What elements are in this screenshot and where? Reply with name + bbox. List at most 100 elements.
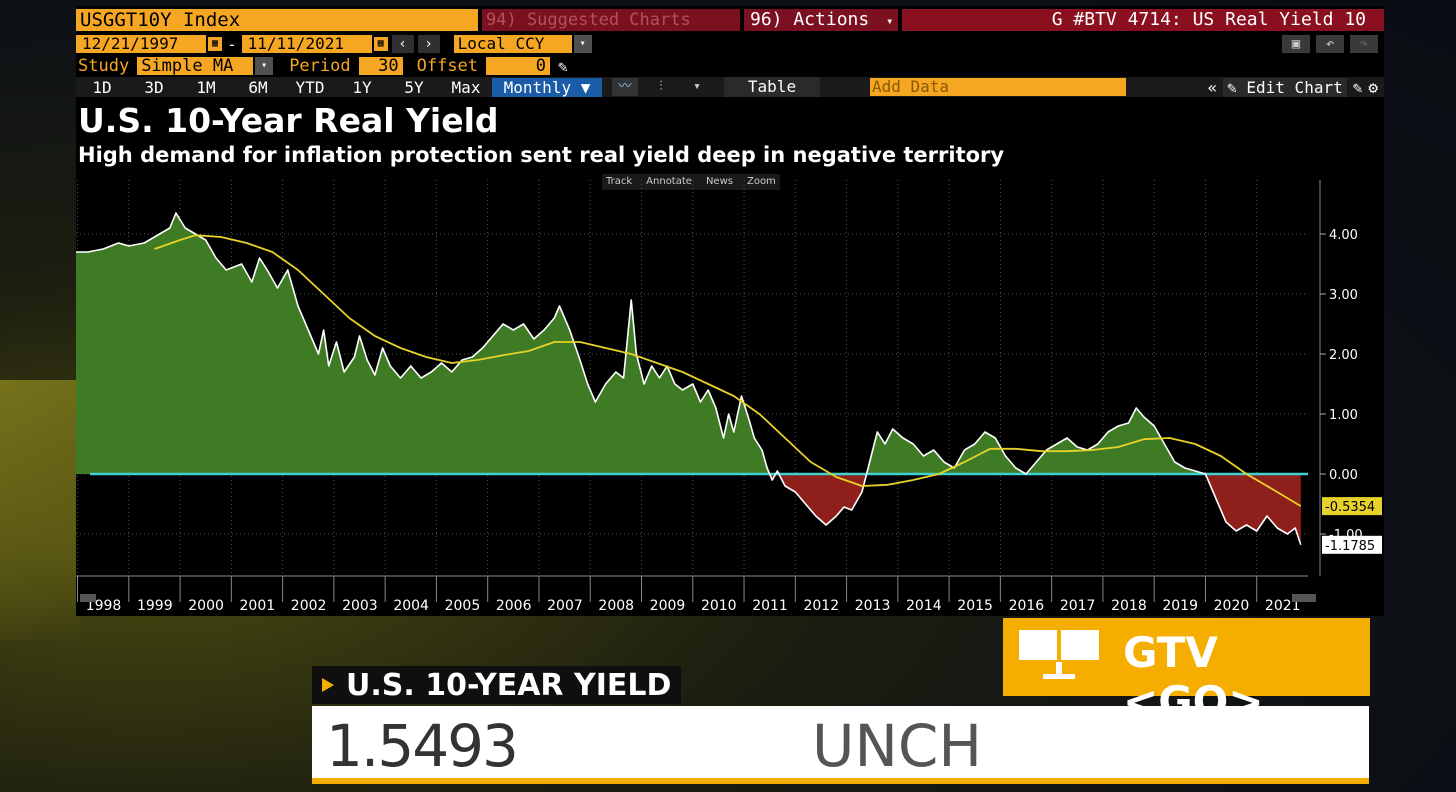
chevron-down-icon[interactable]: ▾ <box>255 57 274 75</box>
end-date-input[interactable]: 11/11/2021 <box>241 35 372 53</box>
gear-icon[interactable]: ⚙ <box>1368 77 1378 97</box>
range-6m[interactable]: 6M <box>248 77 268 97</box>
x-tick-label: 2014 <box>906 598 942 614</box>
undo-icon[interactable]: ↶ <box>1316 35 1344 53</box>
edit-chart-label: Edit Chart <box>1246 77 1343 97</box>
actions-label: 96) Actions <box>750 9 870 30</box>
add-data-input[interactable]: Add Data <box>870 78 1126 96</box>
last-value-ma-label: -0.5354 <box>1325 500 1375 515</box>
y-tick-label: 3.00 <box>1329 288 1358 303</box>
last-value-ma-label-box <box>1322 497 1382 516</box>
x-tick-label: 2008 <box>598 598 634 614</box>
offset-label: Offset <box>416 56 479 76</box>
pencil-icon[interactable]: ✎ <box>558 56 568 76</box>
actions-menu-button[interactable]: 96) Actions ▾ <box>744 9 898 31</box>
table-button[interactable]: Table <box>724 77 820 97</box>
x-tick-label: 2018 <box>1111 598 1147 614</box>
real-yield-chart[interactable]: 1998 1999 2000 2001 2002 2003 2004 2005 2006 2007… <box>76 6 1384 616</box>
currency-select[interactable]: Local CCY <box>453 35 572 53</box>
x-tick-label: 2016 <box>1009 598 1045 614</box>
x-tick-label: 2021 <box>1265 598 1301 614</box>
y-tick-label: 2.00 <box>1329 348 1358 363</box>
x-tick-label: 2007 <box>547 598 583 614</box>
last-value-yield-label-box <box>1322 535 1382 554</box>
toolbar-row-4: 1D 3D 1M 6M YTD 1Y 5Y Max Monthly ▼ 〰 ⫶ … <box>76 77 1384 97</box>
yield-change: UNCH <box>812 712 982 780</box>
range-1y[interactable]: 1Y <box>352 77 372 97</box>
chevron-down-icon[interactable]: ▾ <box>573 35 592 53</box>
period-label: Period <box>289 56 351 76</box>
range-1d[interactable]: 1D <box>92 77 112 97</box>
line-chart-icon[interactable]: 〰 <box>612 78 638 96</box>
scroll-handle-left[interactable] <box>80 594 96 602</box>
range-1m[interactable]: 1M <box>196 77 216 97</box>
x-tick-label: 1999 <box>137 598 173 614</box>
x-tick-label: 2002 <box>291 598 327 614</box>
study-label: Study <box>78 56 130 76</box>
chart-tool-news[interactable]: News <box>705 176 733 187</box>
x-tick-label: 2006 <box>496 598 532 614</box>
start-date-input[interactable]: 12/21/1997 <box>76 35 206 53</box>
lower-third-label-text: U.S. 10-YEAR YIELD <box>346 667 672 703</box>
collapse-icon[interactable]: « <box>1207 77 1218 97</box>
bloomberg-terminal-window: USGGT10Y Index 94) Suggested Charts 96) … <box>76 6 1384 616</box>
range-5y[interactable]: 5Y <box>404 77 424 97</box>
redo-icon[interactable]: ↷ <box>1350 35 1378 53</box>
offset-input[interactable]: 0 <box>486 57 551 75</box>
gtv-go-button[interactable]: GTV <GO> <box>1003 618 1370 726</box>
monitor-icon <box>1019 630 1099 679</box>
toolbar-row-2: 12/21/1997 ▦ - 11/11/2021 ▦ ‹ › Local CC… <box>76 34 1384 54</box>
prev-period-button[interactable]: ‹ <box>391 35 414 53</box>
x-tick-label: 2004 <box>393 598 429 614</box>
play-arrow-icon <box>322 678 334 692</box>
lower-third-label: U.S. 10-YEAR YIELD <box>312 666 682 704</box>
x-tick-label: 2000 <box>188 598 224 614</box>
next-period-button[interactable]: › <box>417 35 440 53</box>
background-streak <box>0 380 80 640</box>
toolbar-row-2-icons: ▣ ↶ ↷ <box>1282 35 1378 53</box>
range-max[interactable]: Max <box>451 77 481 97</box>
scroll-handle-right[interactable] <box>1292 594 1316 602</box>
chevron-down-icon: ▾ <box>886 14 894 28</box>
calendar-icon[interactable]: ▦ <box>373 37 388 51</box>
x-tick-label: 2015 <box>957 598 993 614</box>
chart-tool-annotate[interactable]: Annotate <box>646 176 692 187</box>
x-tick-label: 2019 <box>1162 598 1198 614</box>
chart-title: U.S. 10-Year Real Yield <box>78 101 499 140</box>
study-select[interactable]: Simple MA <box>137 57 254 75</box>
ticker-field[interactable]: USGGT10Y Index <box>76 9 478 31</box>
monitor-icon[interactable]: ▣ <box>1282 35 1310 53</box>
chart-subtitle: High demand for inflation protection sen… <box>78 143 1005 167</box>
edit-chart-button[interactable]: ✎ Edit Chart <box>1223 77 1347 97</box>
suggested-charts-button[interactable]: 94) Suggested Charts <box>482 9 740 31</box>
chart-tool-track[interactable]: Track <box>606 176 633 187</box>
calendar-icon[interactable]: ▦ <box>208 37 222 51</box>
frequency-select[interactable]: Monthly ▼ <box>492 77 602 97</box>
window-title: G #BTV 4714: US Real Yield 10 <box>902 9 1384 31</box>
area-positive <box>76 213 1301 474</box>
chart-tool-zoom[interactable]: Zoom <box>746 176 776 187</box>
x-tick-label: 2005 <box>445 598 481 614</box>
x-tick-label: 2003 <box>342 598 378 614</box>
x-tick-label: 2020 <box>1214 598 1250 614</box>
yield-value: 1.5493 <box>326 712 519 780</box>
range-ytd[interactable]: YTD <box>295 77 325 97</box>
lower-third-value-bar: 1.5493 UNCH <box>312 706 1369 784</box>
y-tick-label: 4.00 <box>1329 228 1358 243</box>
x-tick-label: 2012 <box>803 598 839 614</box>
chevron-down-icon[interactable]: ▾ <box>693 79 701 94</box>
series-line-moving-average <box>154 234 1302 507</box>
date-separator: - <box>227 34 237 54</box>
bar-chart-icon[interactable]: ⫶ <box>659 79 663 94</box>
x-tick-label: 2017 <box>1060 598 1096 614</box>
edit-icon[interactable]: ✎ <box>1352 77 1363 97</box>
period-input[interactable]: 30 <box>358 57 403 75</box>
toolbar-row-4-right: « ✎ Edit Chart ✎ ⚙ <box>1207 77 1384 97</box>
x-tick-label: 2009 <box>650 598 686 614</box>
toolbar-row-1: USGGT10Y Index 94) Suggested Charts 96) … <box>76 8 1384 32</box>
y-tick-label: 0.00 <box>1329 468 1358 483</box>
x-tick-label: 2013 <box>855 598 891 614</box>
range-3d[interactable]: 3D <box>144 77 164 97</box>
pencil-icon: ✎ <box>1227 77 1237 97</box>
x-tick-label: 2011 <box>752 598 788 614</box>
